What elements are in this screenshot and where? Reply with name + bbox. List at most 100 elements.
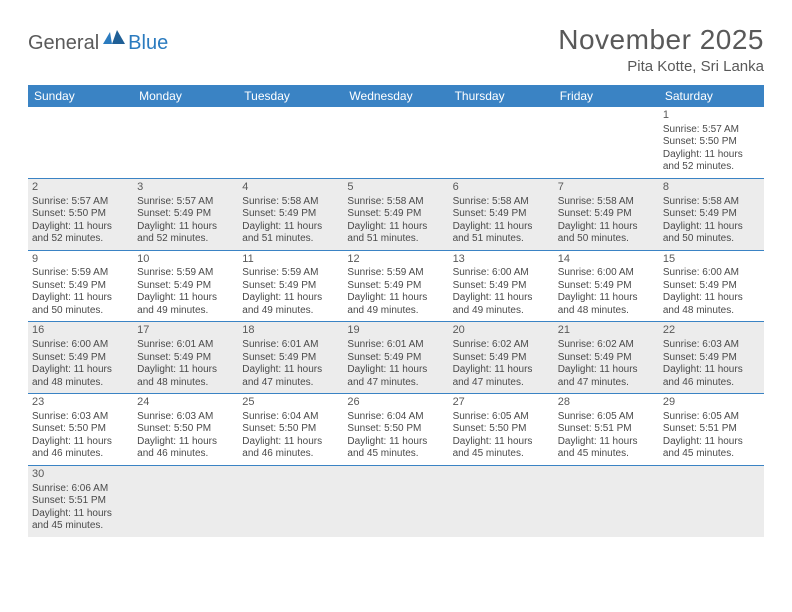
sunset-text: Sunset: 5:51 PM	[558, 423, 655, 436]
sunset-text: Sunset: 5:50 PM	[663, 136, 760, 149]
day-cell	[343, 465, 448, 536]
dl1-text: Daylight: 11 hours	[453, 292, 550, 305]
sunrise-text: Sunrise: 5:58 AM	[242, 196, 339, 209]
day-number: 19	[347, 324, 444, 338]
day-cell	[554, 107, 659, 178]
dl1-text: Daylight: 11 hours	[558, 292, 655, 305]
weekday-header: Tuesday	[238, 85, 343, 107]
sunrise-text: Sunrise: 6:00 AM	[558, 267, 655, 280]
day-number: 6	[453, 181, 550, 195]
dl1-text: Daylight: 11 hours	[663, 221, 760, 234]
sunrise-text: Sunrise: 6:01 AM	[347, 339, 444, 352]
day-number: 2	[32, 181, 129, 195]
day-number: 17	[137, 324, 234, 338]
sunset-text: Sunset: 5:49 PM	[558, 280, 655, 293]
day-number: 26	[347, 396, 444, 410]
dl1-text: Daylight: 11 hours	[558, 364, 655, 377]
weekday-row: Sunday Monday Tuesday Wednesday Thursday…	[28, 85, 764, 107]
sunrise-text: Sunrise: 5:59 AM	[32, 267, 129, 280]
sunrise-text: Sunrise: 6:05 AM	[558, 411, 655, 424]
day-cell: 18Sunrise: 6:01 AMSunset: 5:49 PMDayligh…	[238, 322, 343, 394]
day-cell: 30Sunrise: 6:06 AMSunset: 5:51 PMDayligh…	[28, 465, 133, 536]
sunrise-text: Sunrise: 6:04 AM	[347, 411, 444, 424]
dl1-text: Daylight: 11 hours	[347, 292, 444, 305]
day-cell: 2Sunrise: 5:57 AMSunset: 5:50 PMDaylight…	[28, 178, 133, 250]
sunset-text: Sunset: 5:50 PM	[242, 423, 339, 436]
logo-text-blue: Blue	[128, 32, 168, 55]
day-cell: 14Sunrise: 6:00 AMSunset: 5:49 PMDayligh…	[554, 250, 659, 322]
day-number: 12	[347, 253, 444, 267]
sunrise-text: Sunrise: 6:04 AM	[242, 411, 339, 424]
day-number: 29	[663, 396, 760, 410]
week-row: 23Sunrise: 6:03 AMSunset: 5:50 PMDayligh…	[28, 394, 764, 466]
sunset-text: Sunset: 5:49 PM	[137, 352, 234, 365]
sunrise-text: Sunrise: 5:59 AM	[242, 267, 339, 280]
dl1-text: Daylight: 11 hours	[558, 436, 655, 449]
day-number: 7	[558, 181, 655, 195]
weekday-header: Sunday	[28, 85, 133, 107]
sunset-text: Sunset: 5:49 PM	[558, 208, 655, 221]
day-cell: 12Sunrise: 5:59 AMSunset: 5:49 PMDayligh…	[343, 250, 448, 322]
weekday-header: Thursday	[449, 85, 554, 107]
sunset-text: Sunset: 5:49 PM	[137, 208, 234, 221]
logo-text-general: General	[28, 32, 99, 55]
day-number: 15	[663, 253, 760, 267]
day-cell: 11Sunrise: 5:59 AMSunset: 5:49 PMDayligh…	[238, 250, 343, 322]
sunrise-text: Sunrise: 6:03 AM	[663, 339, 760, 352]
sunset-text: Sunset: 5:49 PM	[453, 280, 550, 293]
sunset-text: Sunset: 5:50 PM	[347, 423, 444, 436]
dl1-text: Daylight: 11 hours	[32, 436, 129, 449]
dl1-text: Daylight: 11 hours	[137, 292, 234, 305]
day-cell: 8Sunrise: 5:58 AMSunset: 5:49 PMDaylight…	[659, 178, 764, 250]
day-number: 9	[32, 253, 129, 267]
dl1-text: Daylight: 11 hours	[32, 292, 129, 305]
sunrise-text: Sunrise: 6:01 AM	[137, 339, 234, 352]
flag-icon	[103, 30, 125, 49]
dl2-text: and 50 minutes.	[32, 305, 129, 318]
day-cell	[554, 465, 659, 536]
dl2-text: and 50 minutes.	[663, 233, 760, 246]
dl2-text: and 45 minutes.	[663, 448, 760, 461]
dl2-text: and 46 minutes.	[242, 448, 339, 461]
weekday-header: Monday	[133, 85, 238, 107]
dl2-text: and 48 minutes.	[32, 377, 129, 390]
week-row: 30Sunrise: 6:06 AMSunset: 5:51 PMDayligh…	[28, 465, 764, 536]
dl1-text: Daylight: 11 hours	[32, 364, 129, 377]
dl2-text: and 46 minutes.	[663, 377, 760, 390]
dl2-text: and 49 minutes.	[242, 305, 339, 318]
sunset-text: Sunset: 5:50 PM	[32, 208, 129, 221]
dl1-text: Daylight: 11 hours	[347, 364, 444, 377]
day-number: 16	[32, 324, 129, 338]
day-cell	[133, 465, 238, 536]
sunrise-text: Sunrise: 6:03 AM	[137, 411, 234, 424]
dl2-text: and 49 minutes.	[347, 305, 444, 318]
day-cell: 28Sunrise: 6:05 AMSunset: 5:51 PMDayligh…	[554, 394, 659, 466]
weekday-header: Saturday	[659, 85, 764, 107]
day-number: 28	[558, 396, 655, 410]
calendar-body: 1Sunrise: 5:57 AMSunset: 5:50 PMDaylight…	[28, 107, 764, 537]
day-cell: 20Sunrise: 6:02 AMSunset: 5:49 PMDayligh…	[449, 322, 554, 394]
dl2-text: and 47 minutes.	[453, 377, 550, 390]
day-number: 8	[663, 181, 760, 195]
day-cell	[343, 107, 448, 178]
day-cell: 16Sunrise: 6:00 AMSunset: 5:49 PMDayligh…	[28, 322, 133, 394]
day-number: 30	[32, 468, 129, 482]
day-cell: 6Sunrise: 5:58 AMSunset: 5:49 PMDaylight…	[449, 178, 554, 250]
sunrise-text: Sunrise: 5:59 AM	[347, 267, 444, 280]
dl1-text: Daylight: 11 hours	[137, 364, 234, 377]
sunset-text: Sunset: 5:49 PM	[347, 208, 444, 221]
day-cell: 10Sunrise: 5:59 AMSunset: 5:49 PMDayligh…	[133, 250, 238, 322]
calendar-page: General Blue November 2025 Pita Kotte, S…	[0, 0, 792, 537]
sunrise-text: Sunrise: 6:02 AM	[453, 339, 550, 352]
day-cell: 19Sunrise: 6:01 AMSunset: 5:49 PMDayligh…	[343, 322, 448, 394]
location: Pita Kotte, Sri Lanka	[558, 58, 764, 75]
day-cell: 24Sunrise: 6:03 AMSunset: 5:50 PMDayligh…	[133, 394, 238, 466]
dl2-text: and 51 minutes.	[347, 233, 444, 246]
dl2-text: and 52 minutes.	[663, 161, 760, 174]
day-cell: 15Sunrise: 6:00 AMSunset: 5:49 PMDayligh…	[659, 250, 764, 322]
dl2-text: and 45 minutes.	[32, 520, 129, 533]
weekday-header: Wednesday	[343, 85, 448, 107]
dl2-text: and 47 minutes.	[242, 377, 339, 390]
sunrise-text: Sunrise: 6:06 AM	[32, 483, 129, 496]
sunset-text: Sunset: 5:50 PM	[137, 423, 234, 436]
